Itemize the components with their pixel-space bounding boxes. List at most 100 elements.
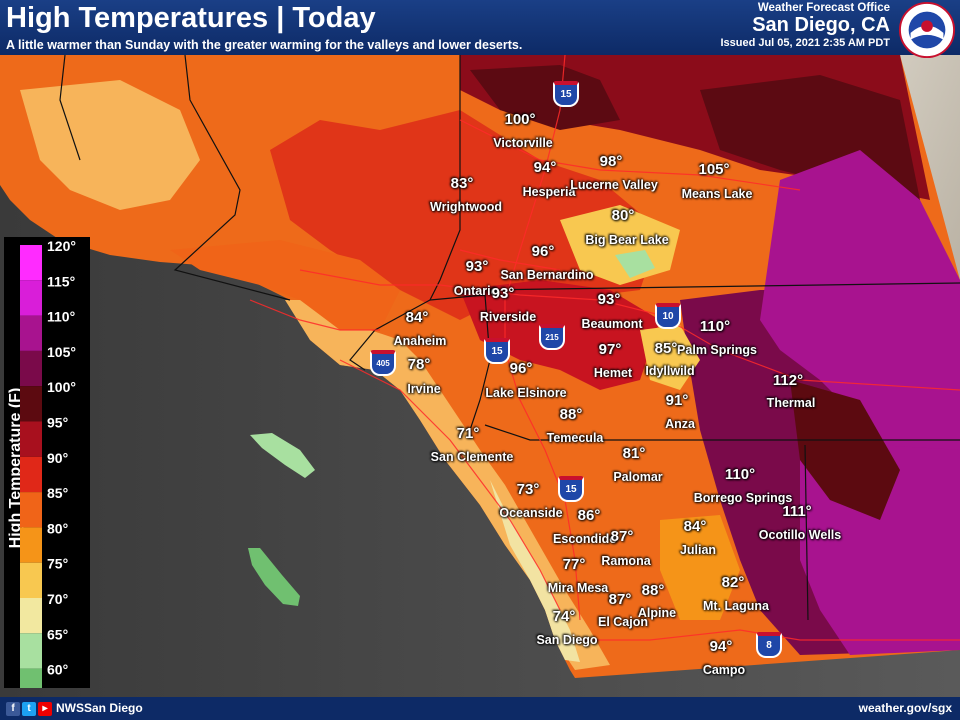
- temp-julian: 84°: [683, 518, 707, 535]
- temp-ramona: 87°: [610, 528, 634, 545]
- temp-mt-laguna: 82°: [721, 574, 745, 591]
- city-san-diego: San Diego: [536, 633, 598, 647]
- office-city: San Diego, CA: [752, 14, 890, 36]
- office-info: Weather Forecast Office San Diego, CA Is…: [720, 2, 890, 49]
- city-riverside: Riverside: [479, 310, 537, 324]
- legend-swatch: [20, 280, 42, 316]
- header-bar: High Temperatures | Today A little warme…: [0, 0, 960, 59]
- santa-catalina-island: [250, 433, 315, 478]
- temp-anaheim: 84°: [405, 309, 429, 326]
- temp-wrightwood: 83°: [450, 175, 474, 192]
- temp-ontario: 93°: [465, 258, 489, 275]
- legend-swatch: [20, 315, 42, 351]
- north-coast-band: [20, 80, 200, 210]
- interstate-8-shield: 8: [756, 632, 782, 658]
- twitter-icon[interactable]: t: [22, 701, 36, 716]
- county-lines: [59, 55, 960, 621]
- city-mira-mesa: Mira Mesa: [547, 581, 609, 595]
- temp-san-bernardino: 96°: [531, 243, 555, 260]
- temp-borrego-springs: 110°: [724, 466, 756, 483]
- legend-swatch: [20, 456, 42, 493]
- website-link[interactable]: weather.gov/sgx: [858, 701, 952, 715]
- legend-swatch: [20, 350, 42, 387]
- legend-label: 105°: [47, 344, 76, 360]
- city-lucerne-valley: Lucerne Valley: [570, 178, 658, 192]
- legend-label: 60°: [47, 662, 68, 678]
- city-ontario: Ontario: [453, 284, 499, 298]
- temp-lucerne-valley: 98°: [599, 153, 623, 170]
- legend-swatch: [20, 598, 42, 634]
- temp-san-clemente: 71°: [456, 425, 480, 442]
- city-ramona: Ramona: [601, 554, 651, 568]
- legend-label: 115°: [47, 273, 75, 289]
- page-title: High Temperatures | Today: [6, 2, 376, 34]
- san-clemente-island: [248, 548, 300, 606]
- legend-label: 95°: [47, 415, 68, 431]
- temp-means-lake: 105°: [698, 161, 730, 178]
- office-label: Weather Forecast Office: [757, 2, 890, 14]
- legend-label: 90°: [47, 450, 68, 466]
- interstate-15-shield: 15: [484, 338, 510, 364]
- temp-campo: 94°: [709, 638, 733, 655]
- city-julian: Julian: [679, 543, 717, 557]
- youtube-icon[interactable]: ▸: [38, 701, 52, 716]
- legend-label: 65°: [47, 626, 68, 642]
- temp-oceanside: 73°: [516, 481, 540, 498]
- marine-layer-band: [490, 480, 580, 662]
- legend-label: 85°: [47, 485, 68, 501]
- city-campo: Campo: [702, 663, 746, 677]
- legend-scale: 120° 115° 110° 105° 100° 95° 90° 85° 80° 75° 70° 65…: [20, 238, 76, 688]
- city-idyllwild: Idyllwild: [645, 364, 695, 378]
- temp-idyllwild: 85°: [654, 340, 678, 357]
- temperature-legend: High Temperature (F) 120° 115° 110° 105° 100…: [4, 237, 90, 688]
- legend-label: 80°: [47, 520, 68, 536]
- legend-label: 70°: [47, 591, 68, 607]
- legend-label: 75°: [47, 556, 68, 572]
- city-thermal: Thermal: [766, 396, 816, 410]
- city-alpine: Alpine: [637, 606, 677, 620]
- idyllwild-cool: [640, 325, 700, 390]
- temp-palm-springs: 110°: [699, 318, 731, 335]
- city-temecula: Temecula: [546, 431, 604, 445]
- temp-riverside: 93°: [491, 285, 515, 302]
- city-hesperia: Hesperia: [522, 185, 576, 199]
- city-palomar: Palomar: [613, 470, 663, 484]
- city-anaheim: Anaheim: [393, 334, 447, 348]
- city-lake-elsinore: Lake Elsinore: [485, 386, 567, 400]
- temp-victorville: 100°: [504, 111, 536, 128]
- city-palm-springs: Palm Springs: [677, 343, 757, 357]
- temp-el-cajon: 87°: [608, 591, 632, 608]
- legend-swatch: [20, 562, 42, 598]
- legend-swatch: [20, 421, 42, 457]
- city-big-bear-lake: Big Bear Lake: [585, 233, 669, 247]
- footer-bar: f t ▸ NWSSan Diego weather.gov/sgx: [0, 697, 960, 720]
- social-icons: f t ▸: [6, 701, 52, 716]
- big-bear-cooler: [615, 250, 655, 278]
- temp-temecula: 88°: [559, 406, 583, 423]
- city-el-cajon: El Cajon: [597, 615, 649, 629]
- legend-swatch: [20, 527, 42, 563]
- temp-ocotillo-wells: 111°: [782, 503, 812, 520]
- temp-escondido: 86°: [577, 507, 601, 524]
- legend-swatch: [20, 492, 42, 528]
- temp-hemet: 97°: [598, 341, 622, 358]
- temp-big-bear-lake: 80°: [611, 207, 635, 224]
- city-oceanside: Oceanside: [499, 506, 563, 520]
- city-mt-laguna: Mt. Laguna: [703, 599, 769, 613]
- laguna-cool: [660, 515, 740, 620]
- extreme-heat-region: [760, 150, 960, 470]
- page-subtitle: A little warmer than Sunday with the gre…: [6, 38, 523, 52]
- legend-label: 110°: [47, 309, 75, 325]
- interstate-10-shield: 10: [655, 303, 681, 329]
- facebook-icon[interactable]: f: [6, 701, 20, 716]
- city-ocotillo-wells: Ocotillo Wells: [758, 528, 842, 542]
- interstate-15-shield: 15: [558, 476, 584, 502]
- legend-swatch: [20, 245, 42, 281]
- temp-mira-mesa: 77°: [562, 556, 586, 573]
- city-irvine: Irvine: [407, 382, 441, 396]
- temp-san-diego: 74°: [552, 608, 576, 625]
- legend-label: 120°: [47, 238, 76, 254]
- legend-swatch: [20, 668, 42, 688]
- temp-beaumont: 93°: [597, 291, 621, 308]
